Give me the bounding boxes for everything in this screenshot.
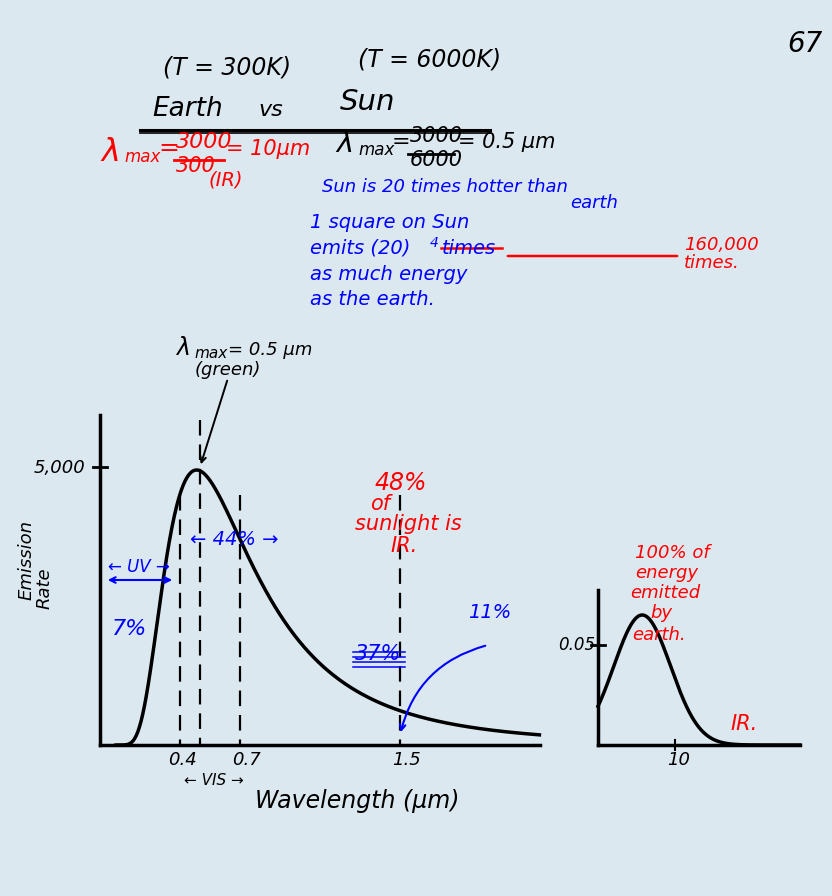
Text: energy: energy: [635, 564, 698, 582]
Text: times.: times.: [684, 254, 740, 272]
Text: by: by: [650, 604, 672, 622]
Text: earth: earth: [570, 194, 618, 212]
Text: 67: 67: [787, 30, 822, 58]
Text: IR.: IR.: [730, 714, 757, 734]
Text: (IR): (IR): [208, 170, 242, 189]
Text: emitted: emitted: [630, 584, 700, 602]
Text: max: max: [358, 141, 394, 159]
Text: 100% of: 100% of: [635, 544, 710, 562]
Text: Emission: Emission: [18, 520, 36, 600]
Text: max: max: [124, 148, 161, 166]
Text: sunlight is: sunlight is: [355, 514, 462, 534]
Text: = 0.5 μm: = 0.5 μm: [458, 132, 556, 152]
Text: as the earth.: as the earth.: [310, 290, 435, 309]
Text: 3000: 3000: [410, 126, 463, 146]
Text: ← VIS →: ← VIS →: [184, 773, 244, 788]
Text: $\lambda$: $\lambda$: [335, 130, 353, 158]
Text: max: max: [194, 346, 227, 361]
Text: of: of: [370, 494, 390, 514]
Text: 1 square on Sun: 1 square on Sun: [310, 213, 469, 232]
Text: 3000: 3000: [176, 132, 232, 152]
Text: times: times: [442, 239, 496, 258]
Text: 6000: 6000: [410, 150, 463, 170]
Text: 7%: 7%: [112, 619, 147, 639]
Text: (T = 6000K): (T = 6000K): [358, 48, 501, 72]
Text: as much energy: as much energy: [310, 265, 468, 284]
Text: 160,000: 160,000: [684, 236, 759, 254]
Text: ← 44% →: ← 44% →: [190, 530, 279, 549]
Text: 48%: 48%: [375, 471, 428, 495]
Text: =: =: [158, 136, 179, 160]
Text: (T = 300K): (T = 300K): [163, 56, 291, 80]
Text: vs: vs: [258, 100, 283, 120]
Text: 300: 300: [176, 156, 215, 176]
Text: 11%: 11%: [468, 603, 511, 622]
Text: earth.: earth.: [632, 626, 686, 644]
Text: 37%: 37%: [355, 644, 401, 664]
Text: (green): (green): [195, 361, 261, 379]
Text: Sun is 20 times hotter than: Sun is 20 times hotter than: [322, 178, 568, 196]
Text: 0.7: 0.7: [232, 751, 260, 769]
Text: Wavelength (μm): Wavelength (μm): [255, 789, 459, 813]
Text: 1.5: 1.5: [392, 751, 421, 769]
Text: Rate: Rate: [36, 567, 54, 608]
Text: Earth: Earth: [152, 96, 223, 122]
Text: 5,000: 5,000: [34, 459, 86, 477]
Text: 0.05: 0.05: [558, 636, 595, 654]
Text: = 10μm: = 10μm: [226, 139, 310, 159]
Text: 10: 10: [666, 751, 690, 769]
Text: emits (20): emits (20): [310, 239, 410, 258]
Text: 0.4: 0.4: [168, 751, 196, 769]
Text: 4: 4: [430, 236, 438, 250]
Text: = 0.5 μm: = 0.5 μm: [228, 341, 312, 359]
Text: =: =: [392, 132, 411, 152]
Text: $\lambda$: $\lambda$: [175, 337, 190, 360]
Text: ← UV →: ← UV →: [108, 558, 170, 576]
Text: IR.: IR.: [390, 536, 418, 556]
Text: $\lambda$: $\lambda$: [100, 137, 119, 168]
Text: Sun: Sun: [340, 88, 395, 116]
